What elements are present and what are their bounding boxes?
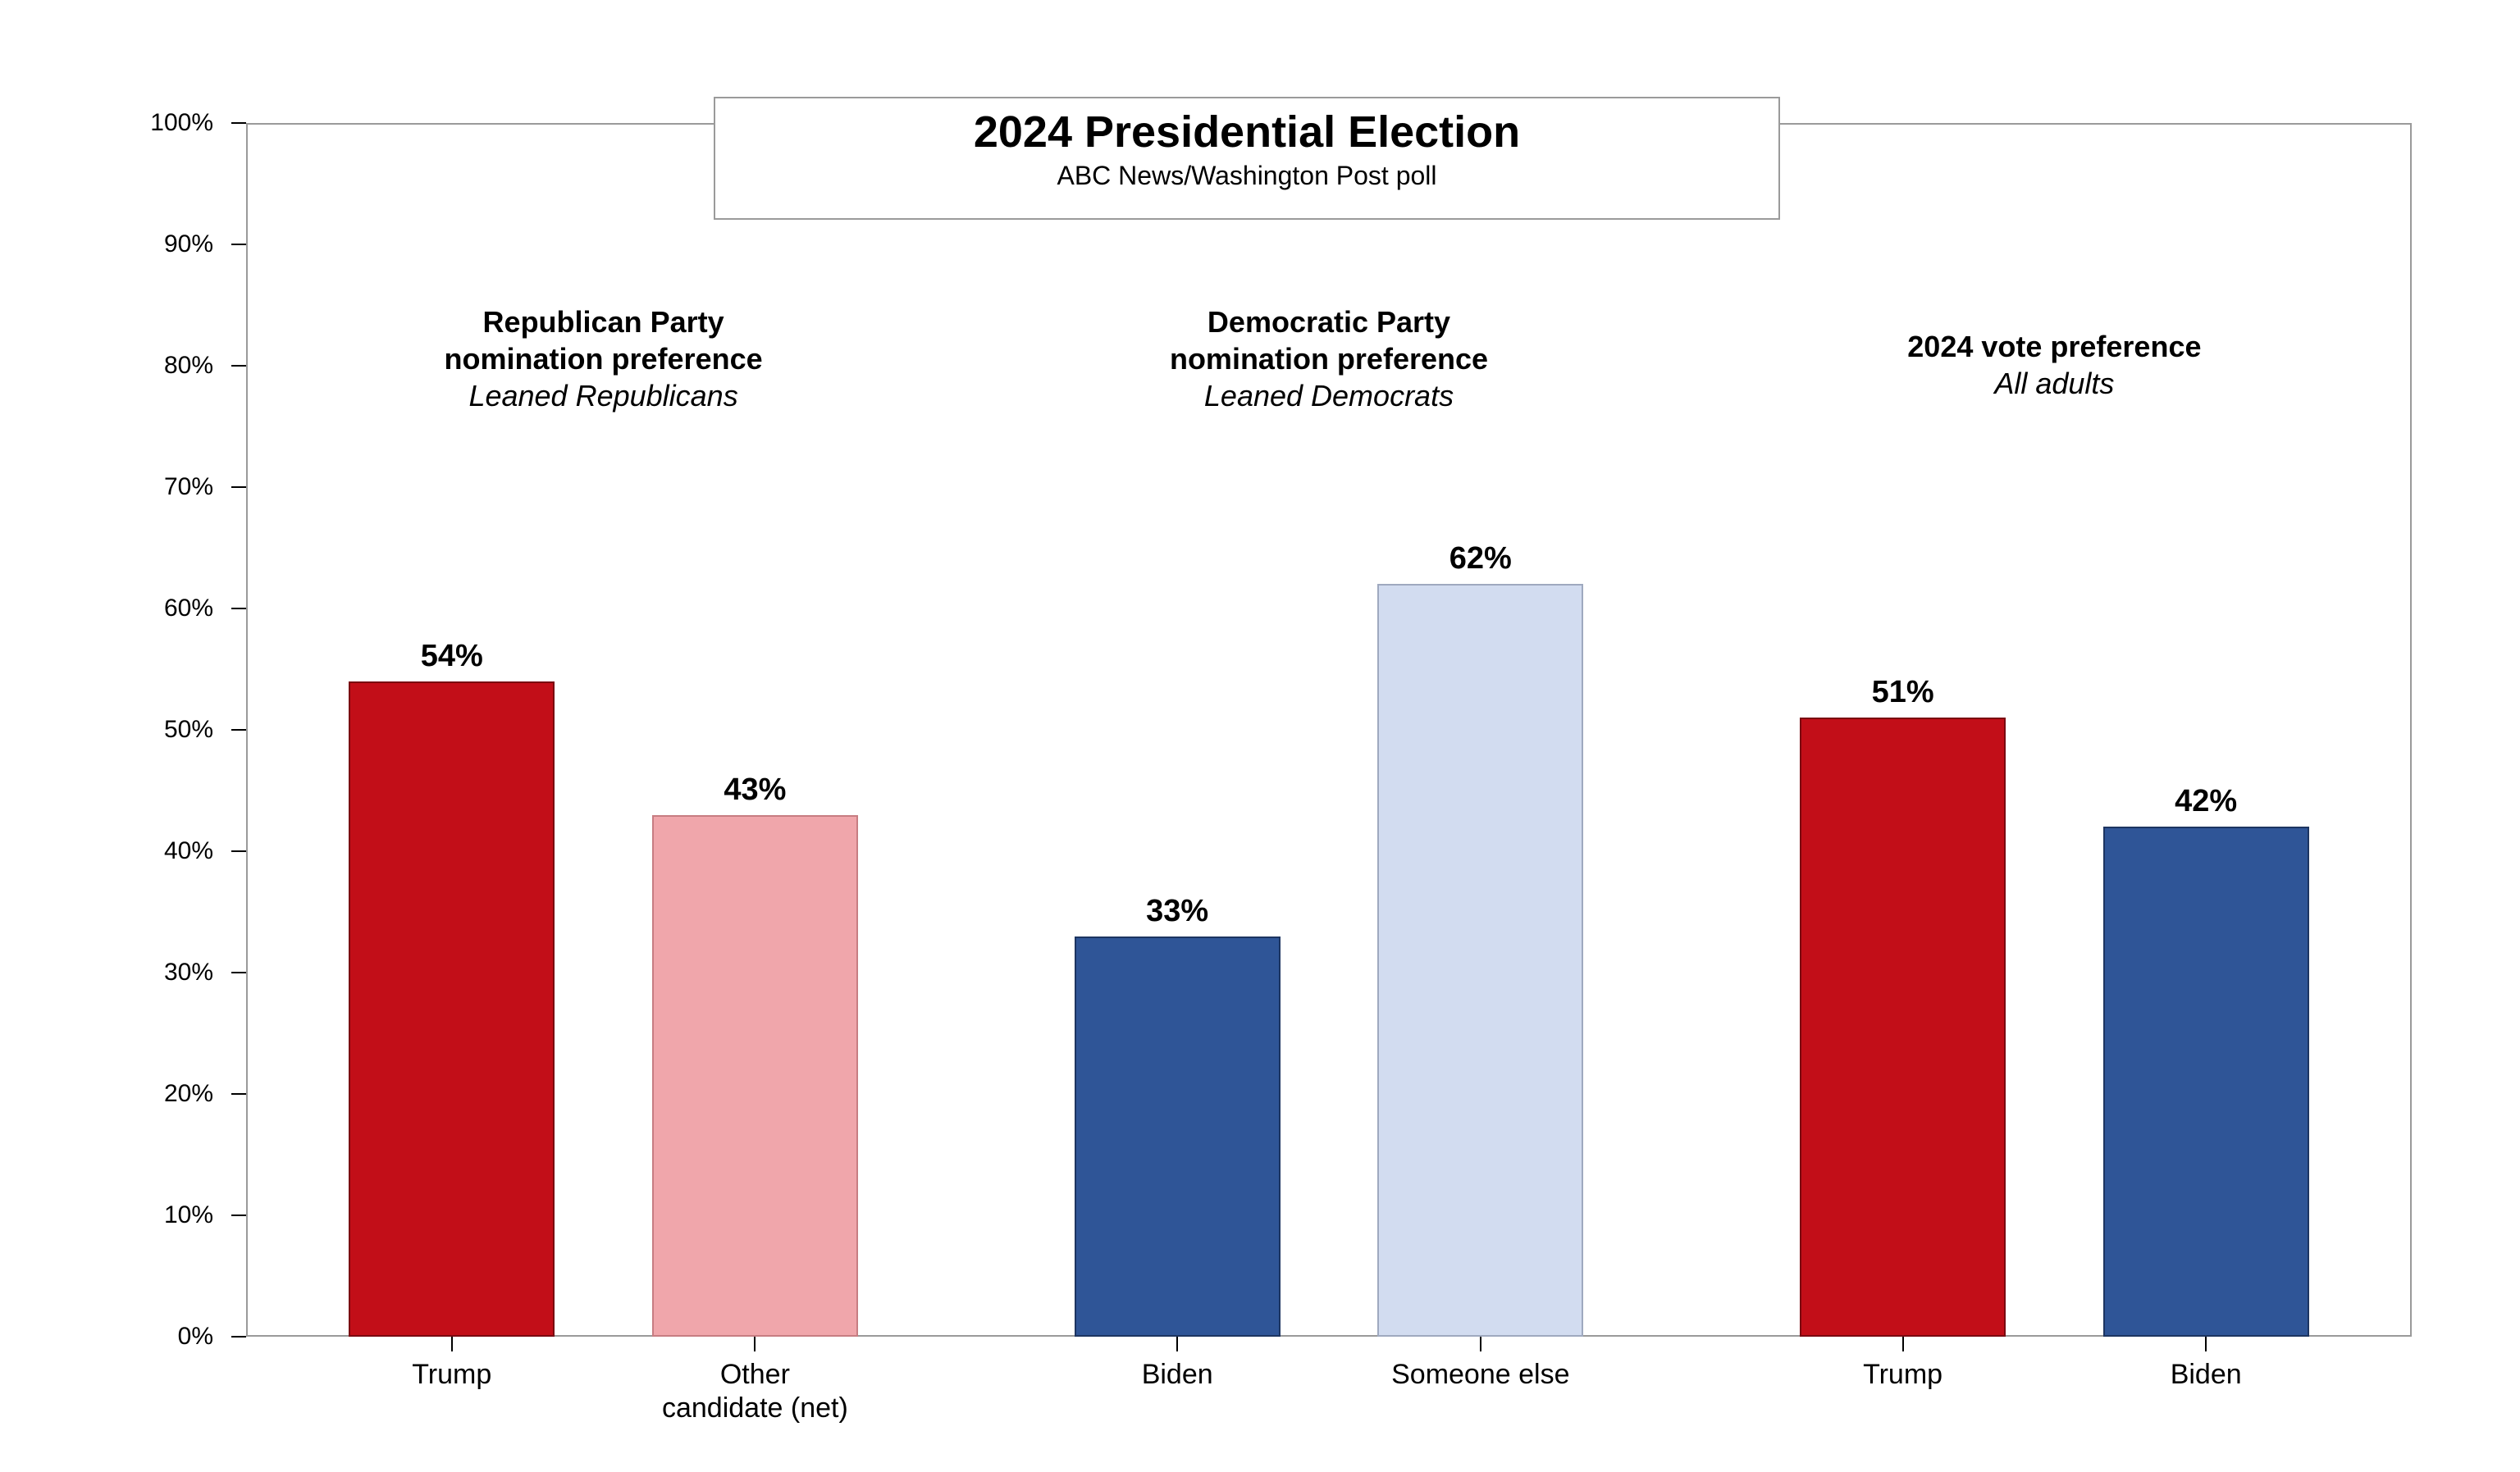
y-axis-tick-mark	[231, 1215, 246, 1216]
y-axis-tick-mark	[231, 244, 246, 245]
chart-canvas: 2024 Presidential Election ABC News/Wash…	[0, 0, 2520, 1472]
y-axis-tick-label: 100%	[0, 109, 213, 137]
bar-value-label: 62%	[1449, 541, 1512, 576]
y-axis-tick-mark	[231, 486, 246, 488]
chart-bar	[1377, 584, 1583, 1337]
y-axis-tick-label: 10%	[0, 1201, 213, 1229]
chart-bar	[2103, 827, 2309, 1337]
bar-value-label: 33%	[1146, 894, 1208, 929]
y-axis-tick-label: 70%	[0, 473, 213, 501]
bar-value-label: 54%	[421, 639, 483, 674]
chart-title-box: 2024 Presidential Election ABC News/Wash…	[714, 97, 1780, 220]
group-heading: 2024 vote preferenceAll adults	[1685, 328, 2423, 402]
y-axis-tick-mark	[231, 850, 246, 852]
y-axis-tick-mark	[231, 608, 246, 609]
x-axis-tick-mark	[1902, 1337, 1904, 1351]
y-axis-tick-mark	[231, 972, 246, 973]
x-axis-label: Biden	[2001, 1358, 2411, 1392]
group-heading: Republican Partynomination preferenceLea…	[235, 303, 973, 414]
bar-value-label: 42%	[2175, 784, 2237, 819]
x-axis-label: Someone else	[1276, 1358, 1686, 1392]
y-axis-tick-label: 30%	[0, 959, 213, 987]
y-axis-tick-mark	[231, 729, 246, 731]
y-axis-tick-label: 40%	[0, 837, 213, 865]
y-axis-tick-label: 60%	[0, 595, 213, 622]
chart-bar	[349, 681, 555, 1337]
group-heading: Democratic Partynomination preferenceLea…	[960, 303, 1698, 414]
x-axis-tick-mark	[2205, 1337, 2207, 1351]
chart-bar	[1800, 718, 2006, 1337]
x-axis-label: Othercandidate (net)	[550, 1358, 960, 1425]
chart-bar	[652, 815, 858, 1337]
y-axis-tick-label: 90%	[0, 230, 213, 258]
y-axis-tick-label: 50%	[0, 716, 213, 744]
bar-value-label: 43%	[724, 772, 786, 808]
y-axis-tick-mark	[231, 122, 246, 124]
y-axis-tick-mark	[231, 1336, 246, 1338]
y-axis-tick-label: 20%	[0, 1080, 213, 1108]
x-axis-tick-mark	[1480, 1337, 1481, 1351]
chart-bar	[1075, 937, 1281, 1337]
y-axis-tick-mark	[231, 1093, 246, 1095]
x-axis-tick-mark	[1176, 1337, 1178, 1351]
y-axis-tick-label: 0%	[0, 1323, 213, 1351]
y-axis-tick-label: 80%	[0, 352, 213, 380]
bar-value-label: 51%	[1872, 675, 1934, 710]
x-axis-tick-mark	[451, 1337, 453, 1351]
x-axis-tick-mark	[754, 1337, 756, 1351]
chart-subtitle: ABC News/Washington Post poll	[732, 161, 1762, 191]
chart-title: 2024 Presidential Election	[732, 107, 1762, 157]
